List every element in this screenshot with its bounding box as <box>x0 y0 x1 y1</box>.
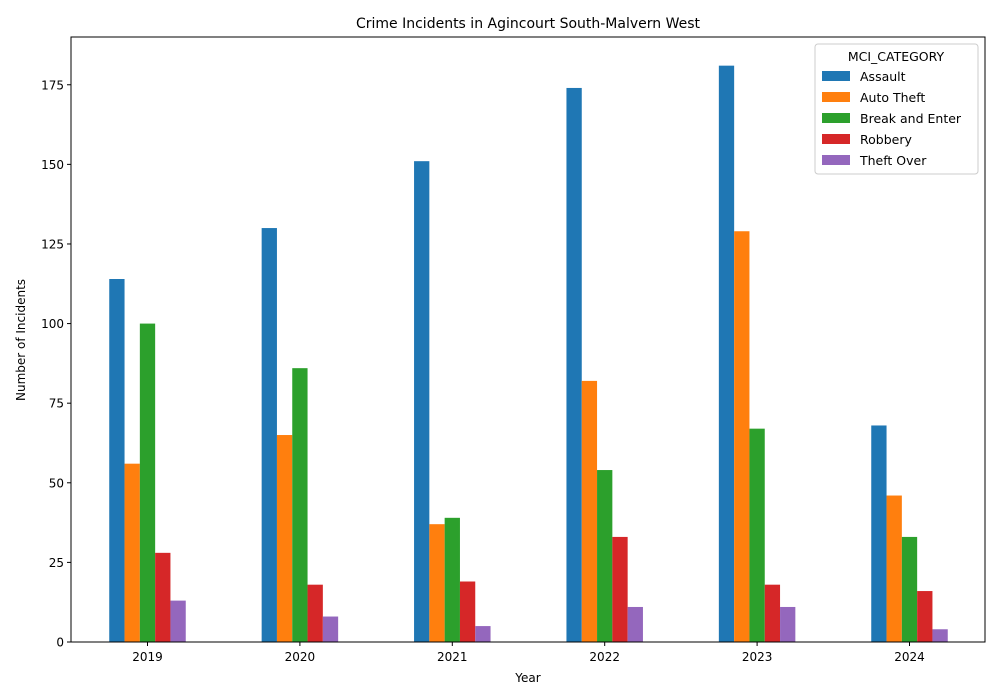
x-tick-label: 2019 <box>132 650 163 664</box>
bar-assault-2023 <box>718 65 735 642</box>
bar-robbery-2021 <box>459 581 476 642</box>
bar-robbery-2019 <box>155 552 171 642</box>
x-tick-label: 2023 <box>742 650 773 664</box>
legend-swatch <box>822 71 850 81</box>
x-tick-label: 2021 <box>437 650 468 664</box>
x-axis: 2019 2020 2021 2022 2023 2024 <box>132 642 925 664</box>
y-tick-label: 25 <box>49 556 64 570</box>
legend-label: Auto Theft <box>860 90 925 105</box>
legend-swatch <box>822 155 850 165</box>
bar-break-and-enter-2019 <box>139 323 156 642</box>
bar-robbery-2023 <box>764 584 781 642</box>
legend-frame <box>814 43 979 175</box>
bar-robbery-2024 <box>917 591 933 642</box>
bar-break-and-enter-2022 <box>597 470 613 642</box>
bar-assault-2022 <box>566 87 582 642</box>
y-axis: 0 25 50 75 100 125 150 175 <box>41 78 71 650</box>
x-tick-label: 2022 <box>589 650 620 664</box>
bar-auto-theft-2024 <box>886 495 902 642</box>
bar-theft-over-2024 <box>932 629 948 642</box>
x-tick-label: 2020 <box>285 650 316 664</box>
bar-robbery-2020 <box>307 584 323 642</box>
bar-theft-over-2023 <box>780 606 796 642</box>
legend: MCI_CATEGORY Assault Auto Theft Break and … <box>814 43 979 175</box>
bar-assault-2020 <box>261 228 277 643</box>
bar-assault-2021 <box>414 161 430 642</box>
y-axis-label: Number of Incidents <box>14 279 28 401</box>
legend-label: Assault <box>860 69 906 84</box>
bar-theft-over-2019 <box>170 600 186 642</box>
bar-theft-over-2021 <box>475 626 491 642</box>
chart-title: Crime Incidents in Agincourt South-Malve… <box>356 16 701 32</box>
y-tick-label: 75 <box>49 397 64 411</box>
legend-label: Break and Enter <box>860 111 962 126</box>
bar-theft-over-2022 <box>627 606 643 642</box>
legend-swatch <box>822 134 850 144</box>
bar-break-and-enter-2021 <box>444 517 460 642</box>
bar-auto-theft-2022 <box>581 380 598 642</box>
x-axis-label: Year <box>514 671 540 685</box>
legend-swatch <box>822 92 850 102</box>
legend-label: Robbery <box>860 132 912 147</box>
bar-break-and-enter-2023 <box>749 428 765 642</box>
bar-break-and-enter-2020 <box>292 368 308 642</box>
bar-auto-theft-2020 <box>276 435 293 642</box>
bars-group <box>109 65 948 643</box>
bar-theft-over-2020 <box>322 616 339 642</box>
x-tick-label: 2024 <box>894 650 925 664</box>
legend-items: Assault Auto Theft Break and Enter Robbery T… <box>822 69 962 168</box>
legend-swatch <box>822 113 850 123</box>
bar-auto-theft-2021 <box>429 524 445 642</box>
y-tick-label: 125 <box>41 237 64 251</box>
y-tick-label: 100 <box>41 317 64 331</box>
legend-label: Theft Over <box>859 153 927 168</box>
y-tick-label: 0 <box>56 636 64 650</box>
y-tick-label: 150 <box>41 158 64 172</box>
bar-assault-2019 <box>109 279 125 642</box>
y-tick-label: 50 <box>49 476 64 490</box>
bar-robbery-2022 <box>612 536 628 642</box>
bar-break-and-enter-2024 <box>901 536 918 642</box>
bar-auto-theft-2019 <box>124 463 140 642</box>
bar-assault-2024 <box>871 425 887 642</box>
legend-title: MCI_CATEGORY <box>848 49 945 64</box>
y-tick-label: 175 <box>41 78 64 92</box>
bar-auto-theft-2023 <box>734 231 750 643</box>
plot-frame <box>70 36 986 643</box>
